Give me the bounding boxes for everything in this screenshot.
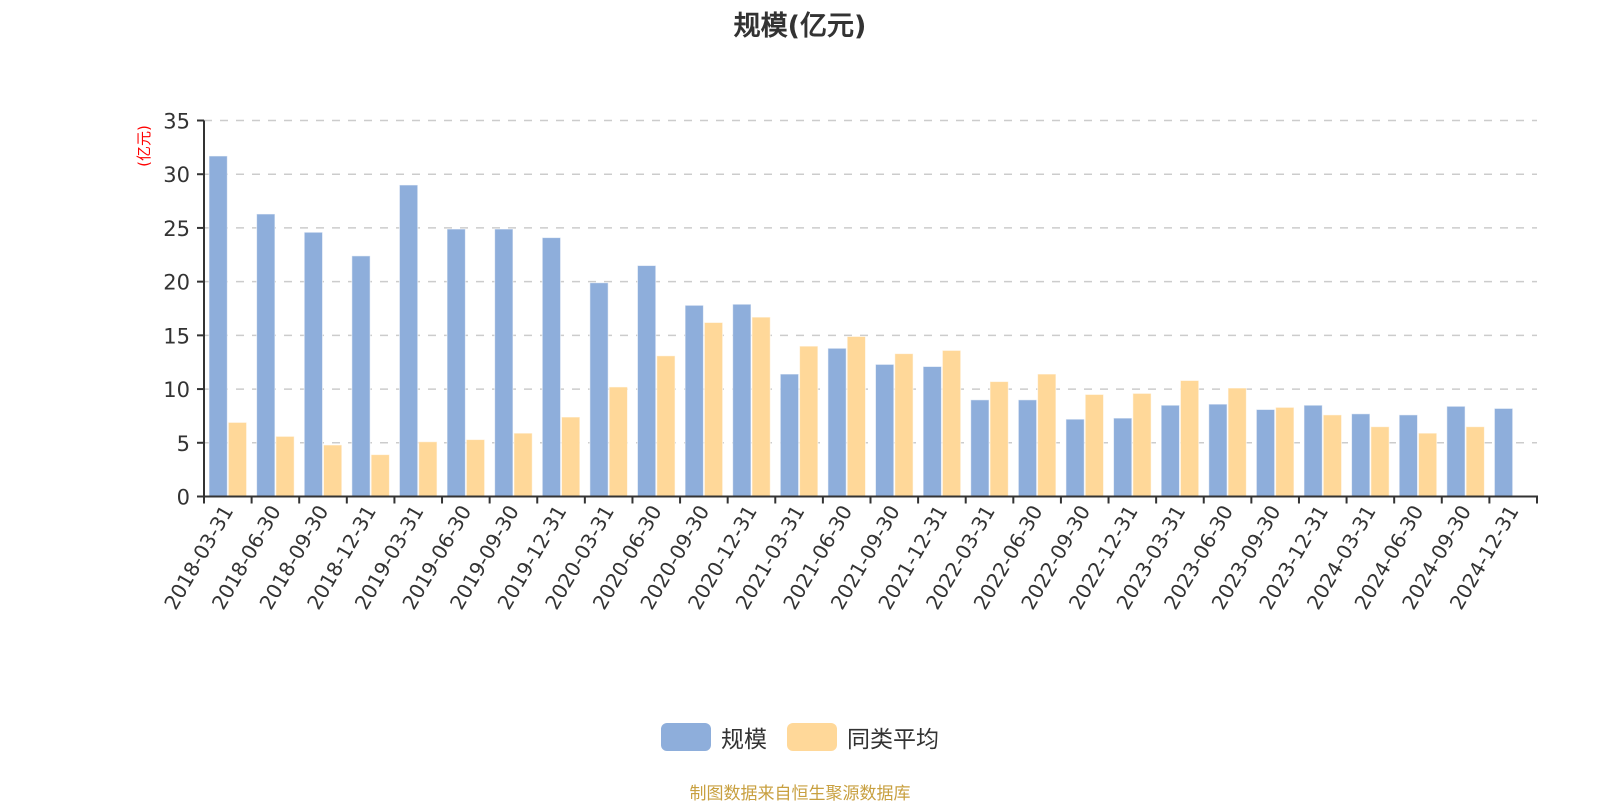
y-tick-label: 30	[163, 163, 190, 187]
bar-scale[interactable]	[1017, 399, 1038, 498]
bar-peer-average[interactable]	[894, 353, 914, 497]
y-tick-label: 15	[163, 324, 190, 348]
bar-peer-average[interactable]	[370, 454, 390, 497]
bar-scale[interactable]	[1303, 404, 1323, 497]
bar-scale[interactable]	[922, 366, 942, 497]
data-source-note: 制图数据来自恒生聚源数据库	[689, 784, 911, 804]
bar-peer-average[interactable]	[1275, 406, 1295, 497]
bar-scale[interactable]	[874, 363, 895, 497]
bar-scale[interactable]	[1255, 408, 1276, 497]
bar-scale[interactable]	[446, 228, 466, 497]
y-tick-label: 20	[163, 271, 190, 295]
bar-scale[interactable]	[1113, 417, 1133, 498]
legend-item-scale[interactable]: 规模	[661, 720, 767, 754]
bar-scale[interactable]	[732, 303, 752, 497]
bar-scale[interactable]	[589, 282, 609, 497]
bar-scale[interactable]	[1446, 405, 1466, 498]
bar-scale[interactable]	[779, 373, 800, 498]
bar-scale[interactable]	[1398, 414, 1419, 497]
bar-scale[interactable]	[541, 237, 562, 497]
bar-peer-average[interactable]	[989, 381, 1009, 497]
bar-peer-average[interactable]	[1132, 392, 1152, 497]
bar-peer-average[interactable]	[465, 439, 486, 498]
bar-peer-average[interactable]	[799, 345, 819, 497]
bar-peer-average[interactable]	[703, 321, 724, 498]
bar-scale[interactable]	[208, 155, 228, 498]
legend-label-peer-average: 同类平均	[847, 727, 939, 753]
bar-peer-average[interactable]	[1322, 414, 1343, 497]
y-tick-label: 0	[177, 486, 190, 510]
bar-peer-average[interactable]	[513, 432, 533, 498]
bar-scale[interactable]	[1160, 404, 1180, 497]
bar-scale[interactable]	[1351, 413, 1371, 497]
bar-peer-average[interactable]	[941, 349, 962, 498]
chart-title: 规模(亿元)	[733, 11, 867, 42]
bar-peer-average[interactable]	[561, 416, 581, 498]
bar-peer-average[interactable]	[656, 355, 676, 498]
bar-peer-average[interactable]	[608, 386, 628, 497]
bar-peer-average[interactable]	[275, 435, 295, 497]
bar-scale[interactable]	[684, 304, 704, 497]
bar-peer-average[interactable]	[1370, 426, 1390, 497]
legend-item-peer-average[interactable]: 同类平均	[787, 720, 939, 754]
bar-scale[interactable]	[398, 184, 419, 497]
bar-peer-average[interactable]	[1227, 387, 1247, 497]
bar-scale[interactable]	[636, 265, 657, 497]
bar-scale[interactable]	[1208, 403, 1228, 497]
y-tick-label: 35	[163, 110, 190, 134]
bar-peer-average[interactable]	[1417, 432, 1438, 498]
legend-swatch-scale	[661, 723, 711, 751]
bar-scale[interactable]	[351, 255, 371, 497]
bar-peer-average[interactable]	[418, 441, 438, 497]
bar-peer-average[interactable]	[1084, 393, 1105, 498]
legend-label-scale: 规模	[721, 727, 767, 753]
y-tick-label: 5	[177, 432, 190, 456]
bar-peer-average[interactable]	[846, 335, 867, 497]
bar-scale[interactable]	[1065, 418, 1085, 497]
bar-peer-average[interactable]	[1037, 373, 1057, 498]
bar-peer-average[interactable]	[1179, 379, 1200, 497]
y-axis-unit-label: (亿元)	[135, 125, 153, 167]
bar-peer-average[interactable]	[1465, 426, 1485, 497]
legend-swatch-peer-average	[787, 723, 837, 751]
bar-peer-average[interactable]	[751, 316, 771, 498]
bar-peer-average[interactable]	[322, 444, 343, 498]
bar-scale[interactable]	[827, 347, 847, 497]
y-tick-label: 25	[163, 217, 190, 241]
bar-scale[interactable]	[1493, 407, 1514, 497]
bar-scale[interactable]	[970, 399, 990, 498]
bar-scale[interactable]	[494, 228, 514, 497]
y-tick-label: 10	[163, 378, 190, 402]
bar-peer-average[interactable]	[227, 421, 248, 498]
chart-legend: 规模 同类平均	[0, 720, 1600, 754]
bar-scale[interactable]	[303, 231, 324, 497]
bar-scale[interactable]	[256, 213, 276, 497]
